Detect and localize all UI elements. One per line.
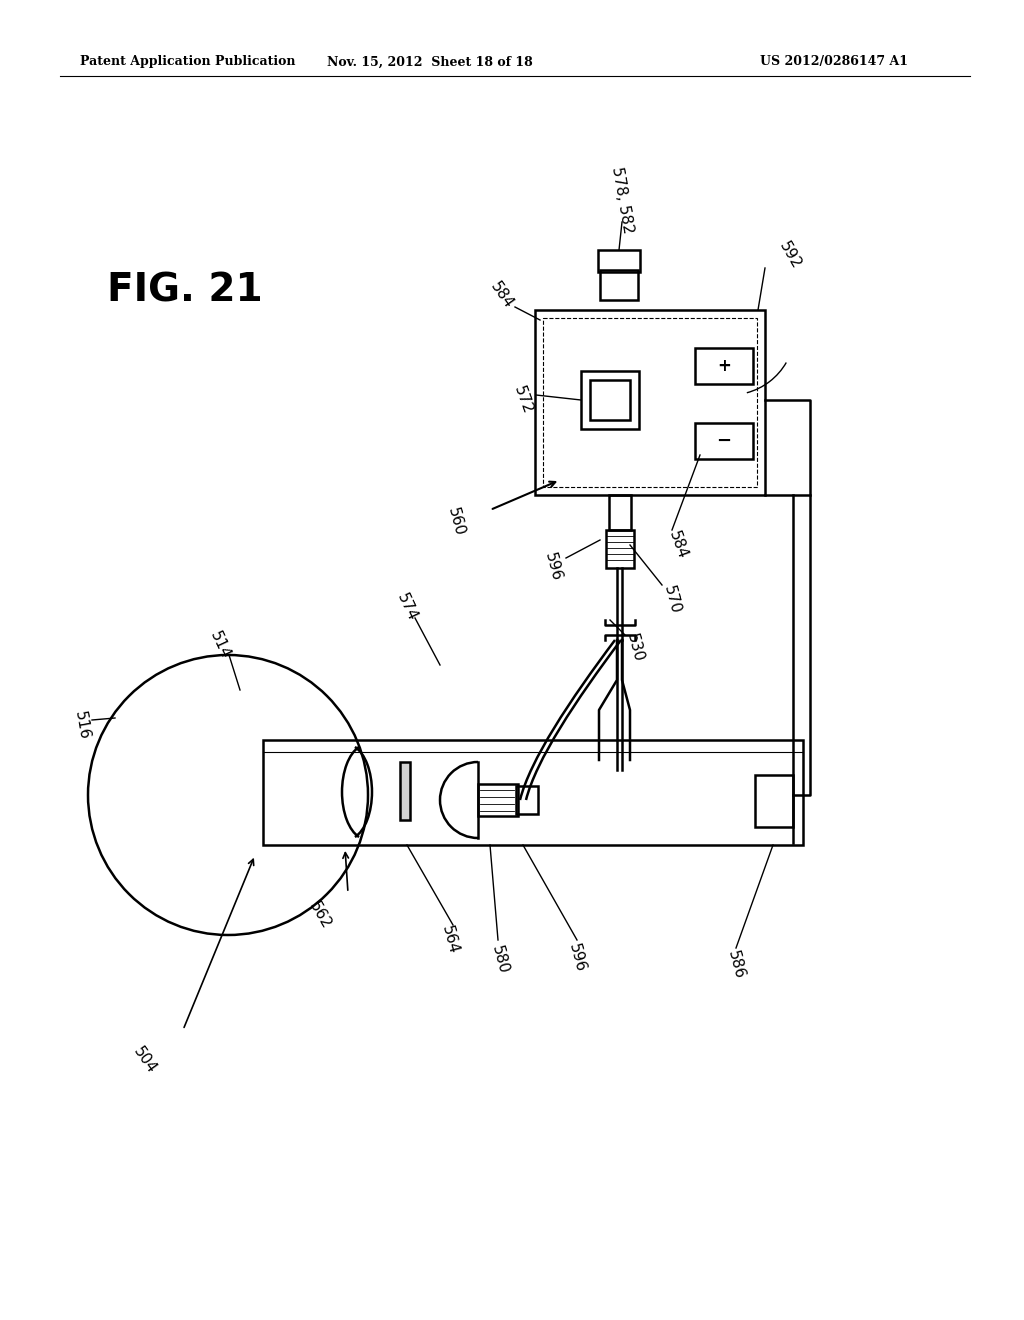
Text: 570: 570	[662, 585, 683, 616]
Text: 572: 572	[511, 384, 535, 416]
Bar	[478, 784, 518, 816]
Text: 574: 574	[394, 591, 420, 623]
Text: 586: 586	[725, 949, 746, 981]
Text: 578, 582: 578, 582	[608, 165, 635, 235]
Bar	[695, 348, 753, 384]
Text: 516: 516	[72, 709, 92, 741]
Text: 580: 580	[489, 944, 511, 975]
Text: 592: 592	[776, 239, 804, 272]
Bar	[590, 380, 630, 420]
Bar	[516, 785, 538, 814]
Bar	[598, 249, 640, 272]
Bar	[755, 775, 793, 828]
Text: US 2012/0286147 A1: US 2012/0286147 A1	[760, 55, 908, 69]
Text: 562: 562	[306, 899, 334, 932]
Bar	[606, 531, 634, 568]
Text: 596: 596	[542, 550, 564, 583]
Text: Patent Application Publication: Patent Application Publication	[80, 55, 296, 69]
Text: Nov. 15, 2012  Sheet 18 of 18: Nov. 15, 2012 Sheet 18 of 18	[327, 55, 532, 69]
Text: 564: 564	[439, 924, 461, 956]
Text: 596: 596	[566, 942, 588, 974]
Text: FIG. 21: FIG. 21	[108, 271, 263, 309]
Bar	[695, 422, 753, 459]
Bar	[535, 310, 765, 495]
Text: 584: 584	[666, 529, 690, 561]
Text: 514: 514	[207, 628, 232, 661]
Text: 530: 530	[624, 632, 646, 664]
Text: 560: 560	[445, 506, 467, 539]
Text: +: +	[717, 356, 731, 375]
Bar	[263, 741, 803, 845]
Bar	[600, 271, 638, 300]
Text: 584: 584	[487, 279, 516, 312]
Text: −: −	[717, 432, 731, 450]
Bar	[400, 762, 410, 820]
Bar	[609, 495, 631, 531]
Bar	[543, 318, 757, 487]
Bar	[581, 371, 639, 429]
Text: 504: 504	[131, 1044, 160, 1076]
